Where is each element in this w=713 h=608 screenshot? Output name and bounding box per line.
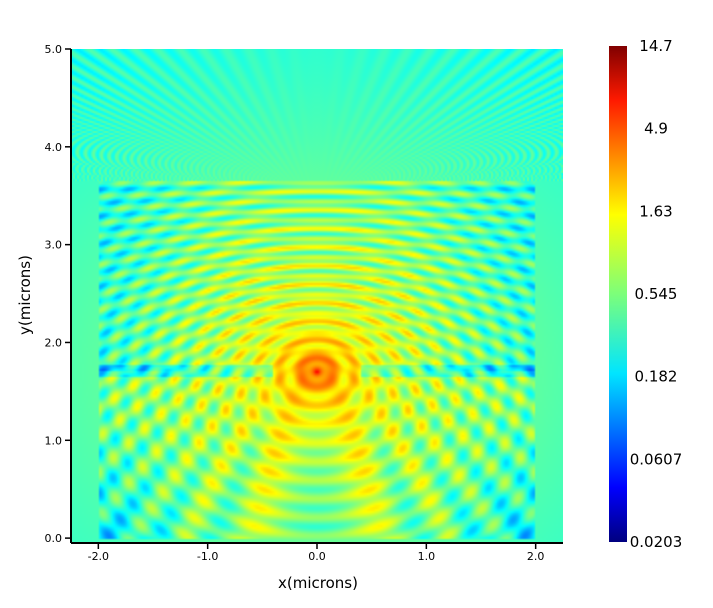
y-tick-label: 5.0 xyxy=(45,43,63,56)
y-tick-label: 2.0 xyxy=(45,336,63,349)
x-tick-label: -2.0 xyxy=(88,550,109,563)
colorbar-tick-label: 1.63 xyxy=(639,202,672,220)
colorbar-tick-label: 0.0607 xyxy=(630,450,683,468)
y-axis: 0.0 1.0 2.0 3.0 4.0 5.0 xyxy=(45,43,71,545)
x-axis: -2.0 -1.0 0.0 1.0 2.0 xyxy=(88,543,545,563)
x-tick-label: 1.0 xyxy=(418,550,436,563)
colorbar-tick-label: 0.0203 xyxy=(630,533,683,551)
y-tick-label: 0.0 xyxy=(45,532,63,545)
y-tick-label: 3.0 xyxy=(45,239,63,252)
colorbar-tick-label: 0.545 xyxy=(635,285,678,303)
y-tick-label: 4.0 xyxy=(45,141,63,154)
heatmap-image xyxy=(71,49,563,543)
colorbar-ticks: 14.7 4.9 1.63 0.545 0.182 0.0607 0.0203 xyxy=(630,37,683,551)
colorbar-tick-label: 0.182 xyxy=(635,368,678,386)
colorbar-tick-label: 14.7 xyxy=(639,37,672,55)
x-tick-label: 0.0 xyxy=(308,550,326,563)
heatmap-field xyxy=(71,49,563,543)
y-tick-label: 1.0 xyxy=(45,434,63,447)
y-axis-title: y(microns) xyxy=(16,255,34,335)
x-axis-title: x(microns) xyxy=(278,574,358,592)
colorbar xyxy=(609,46,627,542)
colorbar-tick-label: 4.9 xyxy=(644,120,668,138)
x-tick-label: -1.0 xyxy=(197,550,218,563)
x-tick-label: 2.0 xyxy=(527,550,545,563)
